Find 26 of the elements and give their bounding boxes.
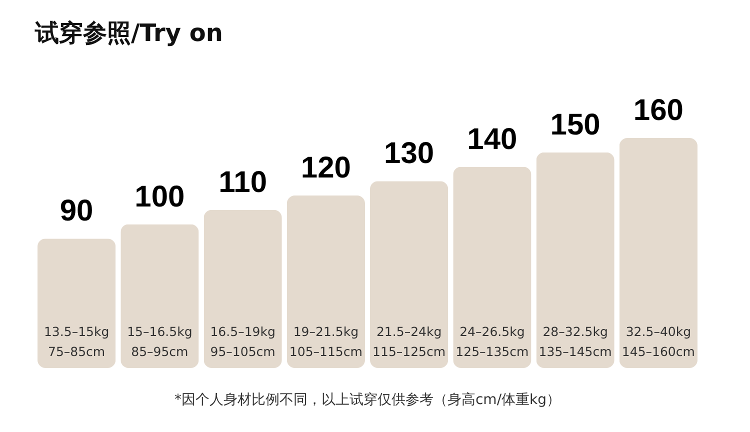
bar (37, 238, 116, 368)
x-tick-label: 24–26.5kg 125–135cm (456, 324, 529, 359)
data-label: 100 (134, 180, 185, 214)
bar (370, 181, 448, 368)
x-tick-label: 13.5–15kg 75–85cm (44, 324, 110, 359)
x-tick-label: 16.5–19kg 95–105cm (210, 324, 276, 359)
bar (453, 166, 532, 368)
data-label: 130 (384, 137, 434, 170)
data-label: 90 (60, 194, 94, 228)
x-tick-label: 21.5–24kg 115–125cm (372, 324, 446, 359)
data-label: 120 (300, 152, 351, 184)
x-tick-label: 32.5–40kg 145–160cm (622, 324, 695, 359)
bar (204, 210, 282, 368)
data-label: 160 (633, 94, 684, 127)
bar (536, 152, 614, 368)
x-tick-label: 15–16.5kg 85–95cm (127, 324, 192, 359)
text: *因个人身材比例不同，以上试穿仅供参考（身高cm/体重kg） (174, 392, 561, 408)
bar (286, 196, 366, 368)
bar (120, 224, 199, 368)
data-label: 110 (218, 166, 268, 199)
bar (619, 138, 698, 368)
data-label: 140 (467, 122, 518, 156)
chart-title: 试穿参照/Try on (34, 19, 223, 47)
x-tick-label: 28–32.5kg 135–145cm (538, 324, 612, 359)
data-label: 150 (550, 108, 600, 142)
x-tick-label: 19–21.5kg 105–115cm (289, 324, 362, 359)
